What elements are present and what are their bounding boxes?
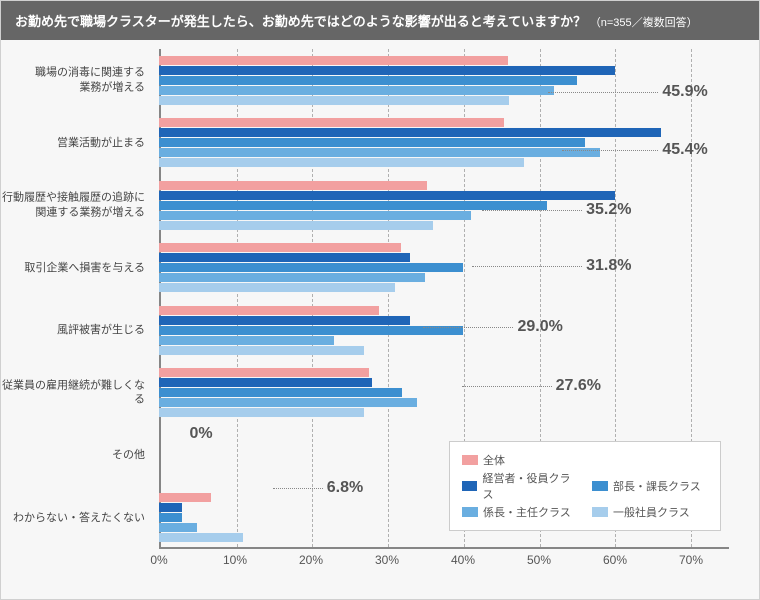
bar: [159, 346, 364, 355]
bar: [159, 336, 334, 345]
bar: [159, 96, 509, 105]
bar: [159, 86, 554, 95]
bar: [159, 118, 504, 127]
percent-label: 0%: [190, 425, 213, 443]
legend-item: 係長・主任クラス: [462, 504, 578, 520]
x-tick-label: 0%: [150, 553, 167, 567]
legend-item: 一般社員クラス: [592, 504, 708, 520]
x-axis: 0%10%20%30%40%50%60%70%: [159, 553, 729, 573]
category-label: 営業活動が止まる: [1, 136, 151, 150]
bar: [159, 56, 508, 65]
bar: [159, 306, 379, 315]
chart-title-bar: お勤め先で職場クラスターが発生したら、お勤め先ではどのような影響が出ると考えてい…: [1, 1, 759, 40]
bar: [159, 273, 425, 282]
legend-label: 経営者・役員クラス: [482, 470, 578, 502]
x-tick-label: 70%: [679, 553, 703, 567]
legend-swatch: [592, 507, 608, 517]
percent-label: 29.0%: [517, 318, 562, 336]
x-tick-label: 40%: [451, 553, 475, 567]
x-tick-label: 30%: [375, 553, 399, 567]
bar: [159, 368, 369, 377]
bar: [159, 513, 182, 522]
bar: [159, 398, 417, 407]
x-tick-label: 50%: [527, 553, 551, 567]
legend-swatch: [592, 481, 608, 491]
bar: [159, 523, 197, 532]
bar: [159, 128, 661, 137]
bar: [159, 283, 395, 292]
x-tick-label: 10%: [223, 553, 247, 567]
category-label: 従業員の雇用継続が難しくなる: [1, 378, 151, 407]
bar: [159, 181, 427, 190]
legend: 全体 経営者・役員クラス 部長・課長クラス 係長・主任クラス 一般社員クラス: [449, 441, 721, 531]
bar: [159, 148, 600, 157]
chart-title-note: （n=355／複数回答）: [590, 17, 698, 29]
legend-label: 一般社員クラス: [613, 504, 690, 520]
percent-label: 45.4%: [662, 141, 707, 159]
legend-label: 全体: [483, 452, 505, 468]
x-tick-label: 20%: [299, 553, 323, 567]
category-label: 風評被害が生じる: [1, 323, 151, 337]
bar: [159, 388, 402, 397]
bar: [159, 316, 410, 325]
bar: [159, 76, 577, 85]
bar: [159, 66, 615, 75]
category-label: その他: [1, 448, 151, 462]
bar: [159, 263, 463, 272]
legend-item: 部長・課長クラス: [592, 470, 708, 502]
bar: [159, 158, 524, 167]
percent-label: 31.8%: [586, 257, 631, 275]
legend-swatch: [462, 455, 478, 465]
bar: [159, 191, 615, 200]
percent-label: 27.6%: [556, 377, 601, 395]
bar: [159, 378, 372, 387]
category-label: わからない・答えたくない: [1, 511, 151, 525]
bar: [159, 326, 463, 335]
legend-item: 全体: [462, 452, 578, 468]
bar: [159, 211, 471, 220]
legend-label: 係長・主任クラス: [483, 504, 571, 520]
bar: [159, 253, 410, 262]
chart-title: お勤め先で職場クラスターが発生したら、お勤め先ではどのような影響が出ると考えてい…: [15, 14, 586, 29]
chart-container: お勤め先で職場クラスターが発生したら、お勤め先ではどのような影響が出ると考えてい…: [0, 0, 760, 600]
bar: [159, 493, 211, 502]
legend-swatch: [462, 481, 477, 491]
bar: [159, 503, 182, 512]
bar: [159, 408, 364, 417]
category-label: 行動履歴や接触履歴の追跡に関連する業務が増える: [1, 191, 151, 220]
bar: [159, 138, 585, 147]
bar: [159, 243, 401, 252]
bar: [159, 201, 547, 210]
percent-label: 35.2%: [586, 201, 631, 219]
legend-swatch: [462, 507, 478, 517]
bar: [159, 533, 243, 542]
percent-label: 6.8%: [327, 479, 363, 497]
legend-item: 経営者・役員クラス: [462, 470, 578, 502]
category-label: 職場の消毒に関連する業務が増える: [1, 66, 151, 95]
bar: [159, 221, 433, 230]
percent-label: 45.9%: [662, 83, 707, 101]
legend-label: 部長・課長クラス: [613, 478, 701, 494]
category-label: 取引企業へ損害を与える: [1, 261, 151, 275]
x-tick-label: 60%: [603, 553, 627, 567]
